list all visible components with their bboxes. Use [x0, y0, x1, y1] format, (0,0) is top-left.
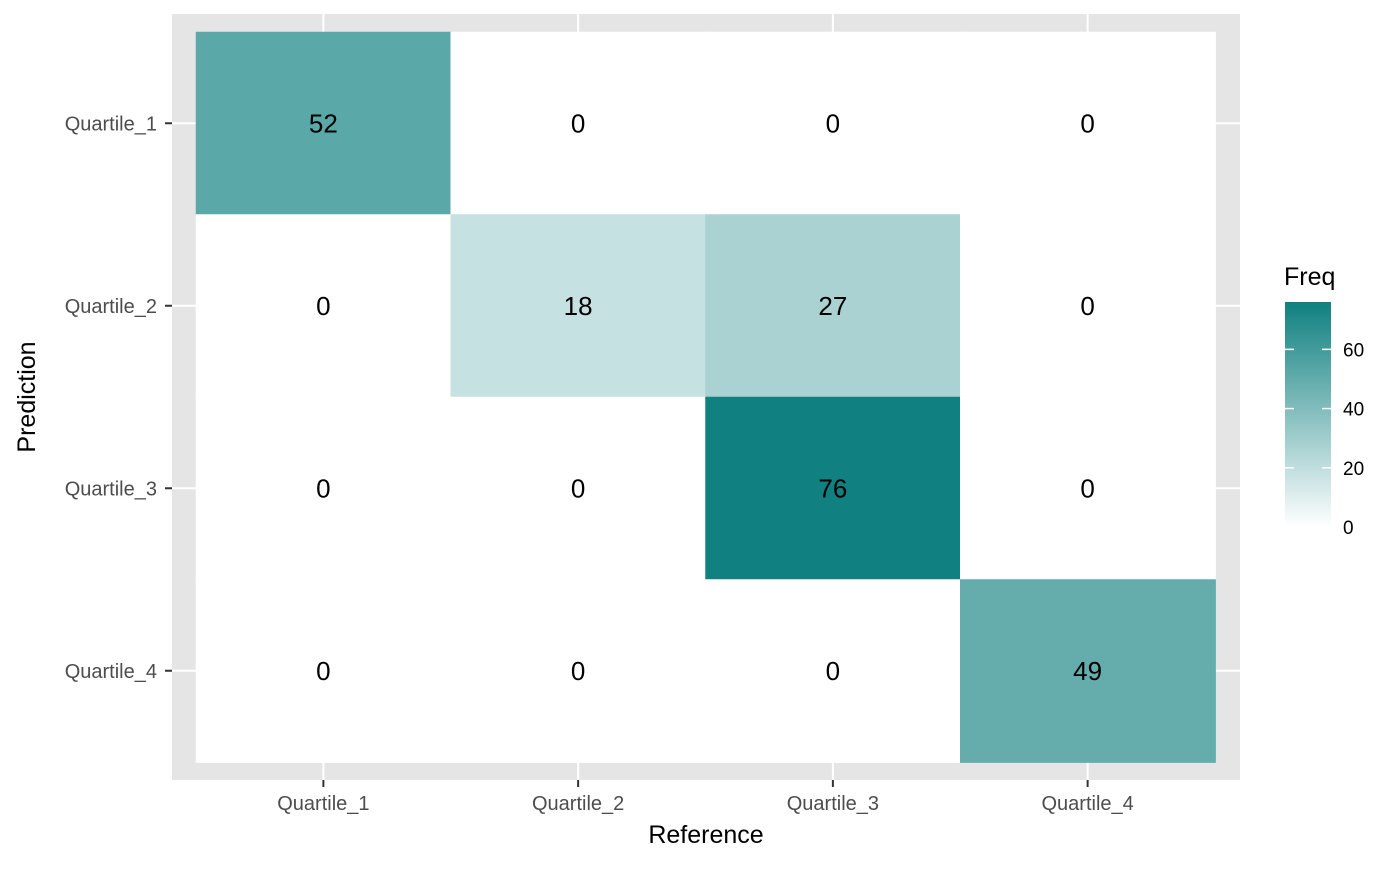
- legend-color-bar: [1285, 302, 1331, 527]
- cell-value-label: 52: [309, 108, 338, 138]
- cell-value-label: 18: [564, 291, 593, 321]
- cell-value-labels: 52 0 0 0 0 18 27 0 0 0 76 0 0 0 0 49: [309, 108, 1102, 686]
- x-axis: Quartile_1 Quartile_2 Quartile_3 Quartile_4: [277, 780, 1134, 815]
- x-tick-label: Quartile_3: [787, 793, 879, 815]
- cell-value-label: 0: [571, 656, 585, 686]
- cell-value-label: 76: [818, 473, 847, 503]
- cell-value-label: 0: [1080, 473, 1094, 503]
- heatmap-cells: [195, 31, 1216, 763]
- heatmap-cell: [705, 579, 962, 763]
- cell-value-label: 0: [1080, 108, 1094, 138]
- legend-tick-label: 60: [1343, 340, 1364, 361]
- legend-tick-label: 40: [1343, 400, 1364, 421]
- x-axis-title: Reference: [648, 821, 763, 849]
- heatmap-cell: [195, 579, 452, 763]
- y-tick-label: Quartile_4: [65, 661, 157, 683]
- heatmap-cell: [705, 396, 962, 581]
- cell-value-label: 0: [316, 473, 330, 503]
- heatmap-cell: [960, 214, 1216, 398]
- cell-value-label: 0: [1080, 291, 1094, 321]
- heatmap-cell: [450, 31, 707, 216]
- heatmap-cell: [960, 31, 1216, 216]
- heatmap-cell: [195, 31, 452, 216]
- heatmap-cell: [960, 396, 1216, 581]
- cell-value-label: 27: [818, 291, 847, 321]
- heatmap-cell: [960, 579, 1216, 763]
- heatmap-cell: [195, 214, 452, 398]
- heatmap-cell: [705, 31, 962, 216]
- y-axis: Quartile_1 Quartile_2 Quartile_3 Quartile_4: [65, 113, 172, 683]
- heatmap-cell: [195, 396, 452, 581]
- cell-value-label: 0: [316, 291, 330, 321]
- y-tick-label: Quartile_1: [65, 113, 157, 135]
- heatmap-cell: [450, 396, 707, 581]
- y-tick-label: Quartile_2: [65, 296, 157, 318]
- cell-value-label: 49: [1073, 656, 1102, 686]
- heatmap-cell: [450, 579, 707, 763]
- cell-value-label: 0: [826, 108, 840, 138]
- legend-title: Freq: [1284, 263, 1335, 291]
- legend-ticks: 0 20 40 60: [1285, 340, 1364, 539]
- legend-tick-label: 20: [1343, 459, 1364, 480]
- y-tick-label: Quartile_3: [65, 478, 157, 500]
- x-tick-label: Quartile_1: [277, 793, 369, 815]
- y-axis-title: Prediction: [13, 341, 41, 452]
- heatmap-cell: [705, 214, 962, 398]
- color-legend: Freq 0 20 40 60: [1284, 263, 1364, 539]
- x-tick-label: Quartile_4: [1041, 793, 1133, 815]
- heatmap-cell: [450, 214, 707, 398]
- cell-value-label: 0: [826, 656, 840, 686]
- cell-value-label: 0: [571, 108, 585, 138]
- legend-tick-label: 0: [1343, 518, 1354, 539]
- cell-value-label: 0: [316, 656, 330, 686]
- x-tick-label: Quartile_2: [532, 793, 624, 815]
- cell-value-label: 0: [571, 473, 585, 503]
